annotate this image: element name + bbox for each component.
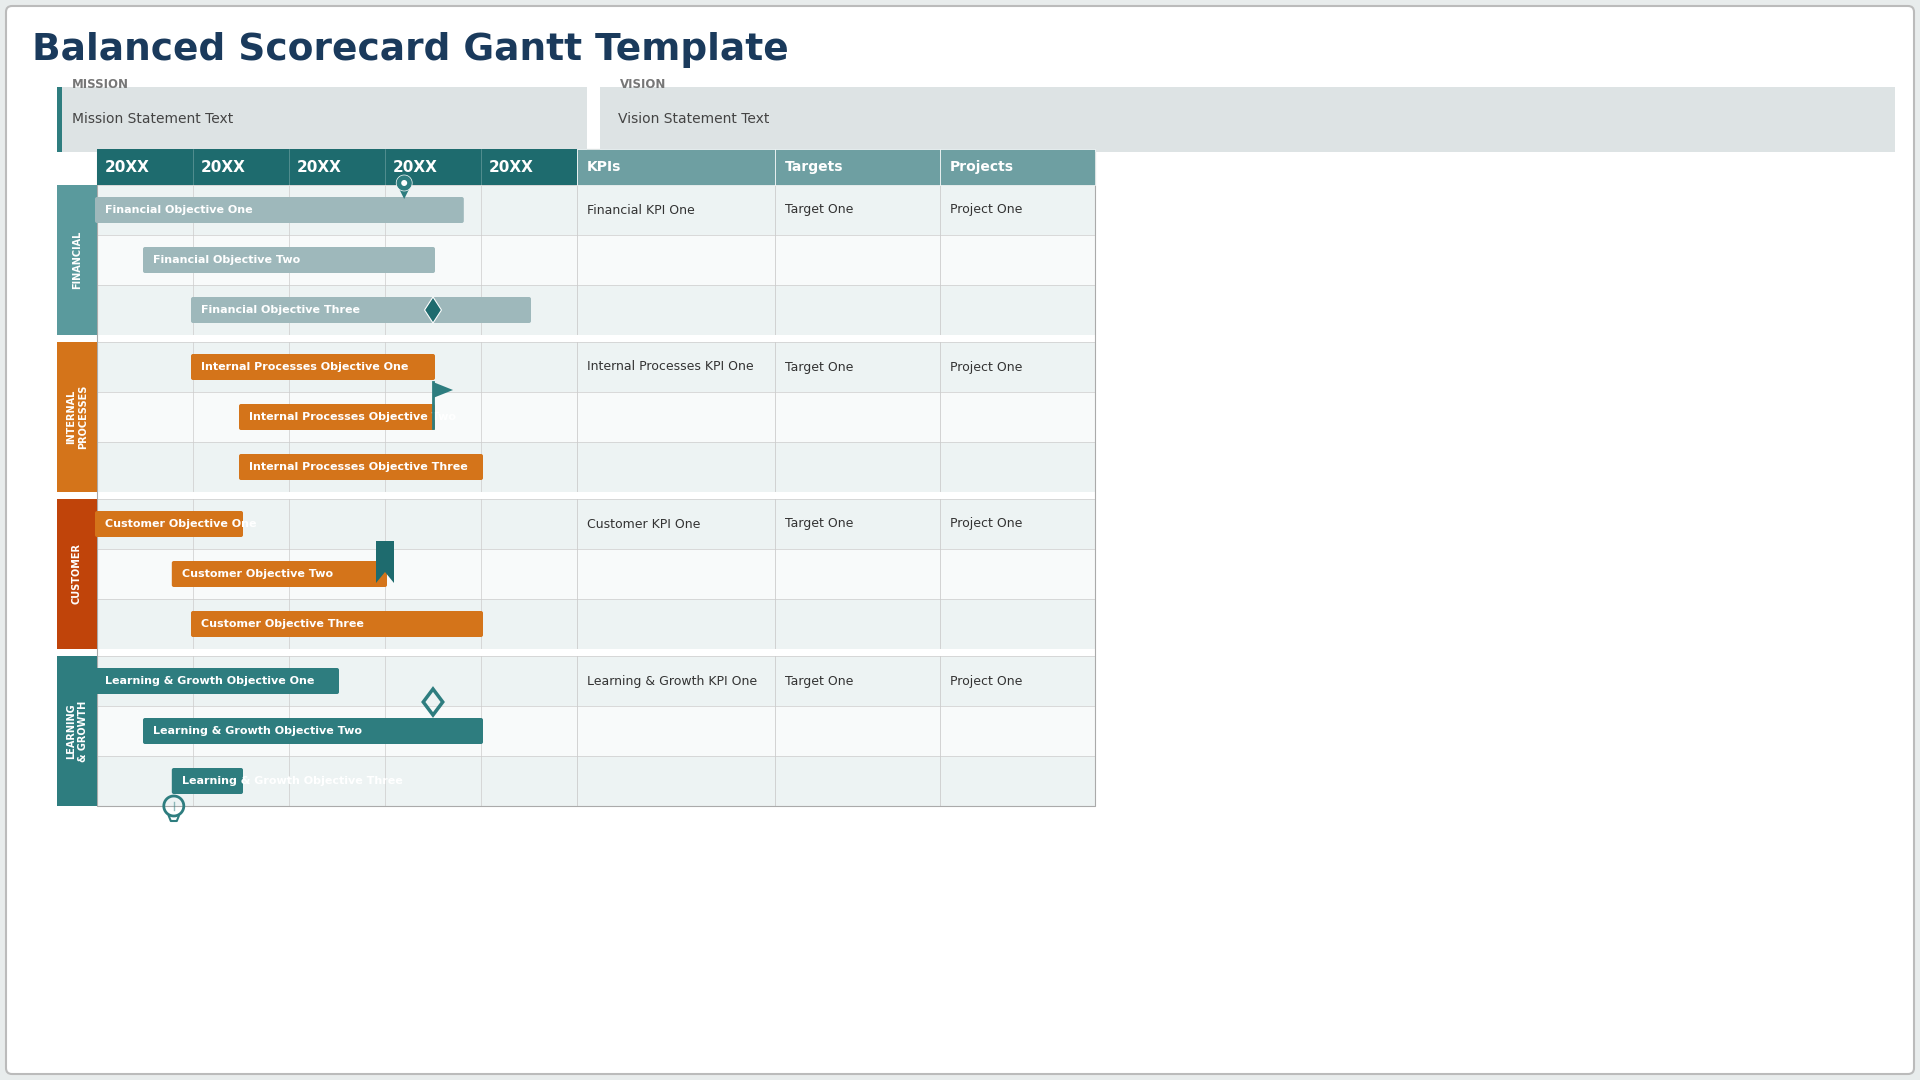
Bar bbox=[98, 235, 1094, 285]
Text: Project One: Project One bbox=[950, 203, 1021, 216]
Text: KPIs: KPIs bbox=[588, 160, 622, 174]
Bar bbox=[98, 706, 1094, 756]
Bar bbox=[58, 656, 98, 806]
Text: Learning & Growth Objective Three: Learning & Growth Objective Three bbox=[182, 777, 403, 786]
Text: 20XX: 20XX bbox=[490, 160, 534, 175]
Bar bbox=[98, 756, 1094, 806]
Bar bbox=[58, 342, 98, 492]
Text: Vision Statement Text: Vision Statement Text bbox=[618, 112, 770, 126]
Text: Project One: Project One bbox=[950, 675, 1021, 688]
FancyBboxPatch shape bbox=[94, 511, 244, 537]
Bar bbox=[98, 599, 1094, 649]
Text: Customer Objective Three: Customer Objective Three bbox=[202, 619, 365, 629]
FancyBboxPatch shape bbox=[94, 197, 465, 222]
FancyBboxPatch shape bbox=[190, 297, 532, 323]
FancyBboxPatch shape bbox=[171, 561, 388, 588]
Text: Project One: Project One bbox=[950, 517, 1021, 530]
Circle shape bbox=[401, 180, 407, 186]
Text: 20XX: 20XX bbox=[202, 160, 246, 175]
Bar bbox=[98, 149, 1094, 806]
FancyBboxPatch shape bbox=[6, 6, 1914, 1074]
Bar bbox=[58, 87, 588, 152]
FancyBboxPatch shape bbox=[171, 768, 244, 794]
Polygon shape bbox=[396, 175, 413, 191]
Text: 20XX: 20XX bbox=[394, 160, 438, 175]
Bar bbox=[776, 149, 941, 185]
Bar bbox=[578, 149, 776, 185]
Text: Mission Statement Text: Mission Statement Text bbox=[73, 112, 232, 126]
Polygon shape bbox=[434, 382, 453, 399]
Text: 20XX: 20XX bbox=[106, 160, 150, 175]
FancyBboxPatch shape bbox=[142, 718, 484, 744]
FancyBboxPatch shape bbox=[238, 404, 436, 430]
Text: Projects: Projects bbox=[950, 160, 1014, 174]
Bar bbox=[98, 285, 1094, 335]
Polygon shape bbox=[424, 297, 442, 323]
Text: Learning & Growth Objective Two: Learning & Growth Objective Two bbox=[154, 726, 363, 735]
Text: Learning & Growth KPI One: Learning & Growth KPI One bbox=[588, 675, 756, 688]
Polygon shape bbox=[399, 189, 409, 199]
Bar bbox=[599, 87, 1895, 152]
FancyBboxPatch shape bbox=[142, 247, 436, 273]
Polygon shape bbox=[376, 541, 394, 583]
Bar bbox=[98, 342, 1094, 392]
Bar bbox=[941, 149, 1094, 185]
Text: LEARNING
& GROWTH: LEARNING & GROWTH bbox=[65, 700, 88, 761]
Bar bbox=[98, 149, 578, 185]
Text: Customer Objective One: Customer Objective One bbox=[106, 519, 257, 529]
FancyBboxPatch shape bbox=[238, 454, 484, 480]
Bar bbox=[58, 87, 61, 152]
Bar bbox=[58, 499, 98, 649]
Text: Financial Objective Two: Financial Objective Two bbox=[154, 255, 300, 265]
Text: Targets: Targets bbox=[785, 160, 843, 174]
Text: Learning & Growth Objective One: Learning & Growth Objective One bbox=[106, 676, 315, 686]
Text: Internal Processes Objective One: Internal Processes Objective One bbox=[202, 362, 409, 372]
Text: Target One: Target One bbox=[785, 517, 852, 530]
Text: Internal Processes KPI One: Internal Processes KPI One bbox=[588, 361, 755, 374]
Text: Target One: Target One bbox=[785, 361, 852, 374]
FancyBboxPatch shape bbox=[190, 354, 436, 380]
Text: Internal Processes Objective Three: Internal Processes Objective Three bbox=[250, 462, 468, 472]
Bar bbox=[98, 185, 1094, 235]
Bar bbox=[98, 442, 1094, 492]
Text: Financial Objective One: Financial Objective One bbox=[106, 205, 253, 215]
Text: FINANCIAL: FINANCIAL bbox=[73, 231, 83, 289]
Text: MISSION: MISSION bbox=[73, 78, 129, 91]
Text: 20XX: 20XX bbox=[298, 160, 342, 175]
Bar bbox=[58, 649, 1094, 656]
Bar bbox=[58, 335, 1094, 342]
Text: Customer KPI One: Customer KPI One bbox=[588, 517, 701, 530]
Text: CUSTOMER: CUSTOMER bbox=[73, 543, 83, 605]
FancyBboxPatch shape bbox=[190, 611, 484, 637]
FancyBboxPatch shape bbox=[94, 669, 340, 694]
Text: VISION: VISION bbox=[620, 78, 666, 91]
Text: Customer Objective Two: Customer Objective Two bbox=[182, 569, 332, 579]
Bar bbox=[58, 185, 98, 335]
Bar bbox=[98, 392, 1094, 442]
Bar bbox=[98, 549, 1094, 599]
Text: Target One: Target One bbox=[785, 203, 852, 216]
Text: Project One: Project One bbox=[950, 361, 1021, 374]
Text: Financial Objective Three: Financial Objective Three bbox=[202, 305, 361, 315]
Bar bbox=[98, 656, 1094, 706]
Bar bbox=[98, 499, 1094, 549]
Text: Internal Processes Objective Two: Internal Processes Objective Two bbox=[250, 411, 457, 422]
Text: Financial KPI One: Financial KPI One bbox=[588, 203, 695, 216]
Text: INTERNAL
PROCESSES: INTERNAL PROCESSES bbox=[65, 384, 88, 449]
Text: Balanced Scorecard Gantt Template: Balanced Scorecard Gantt Template bbox=[33, 32, 789, 68]
Text: Target One: Target One bbox=[785, 675, 852, 688]
Bar bbox=[58, 492, 1094, 499]
